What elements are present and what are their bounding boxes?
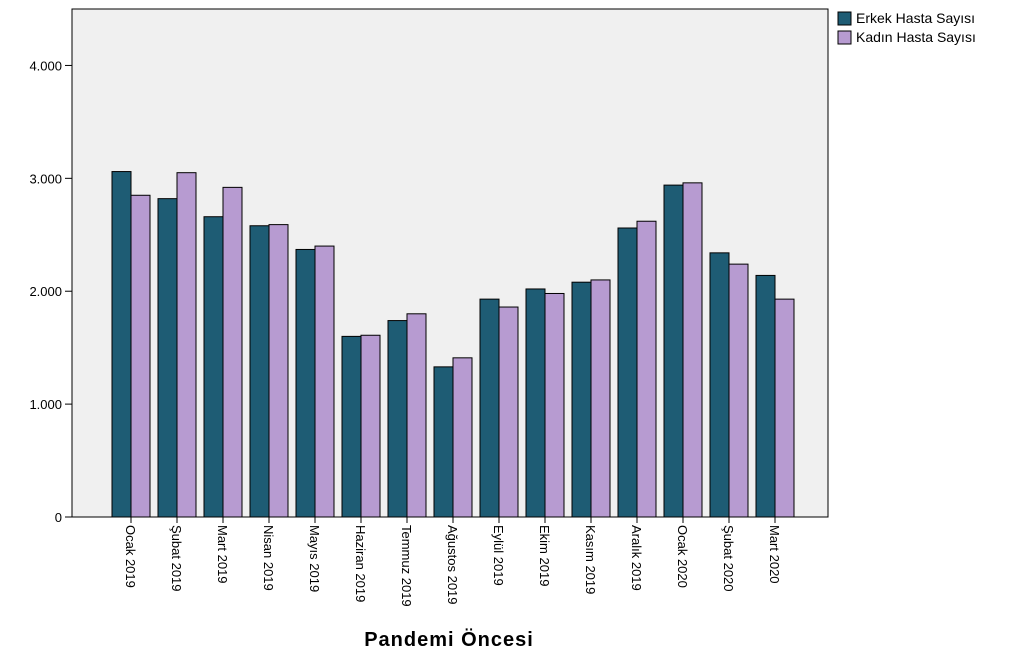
bar-kadin (176, 172, 197, 518)
legend-swatch (837, 30, 852, 45)
bar-kadin (774, 298, 795, 518)
bar-erkek (203, 216, 224, 518)
bar-kadin (360, 334, 381, 518)
bar-erkek (663, 184, 684, 518)
bar-kadin (728, 263, 749, 518)
x-tick-label: Mart 2020 (767, 525, 782, 584)
x-tick-label: Şubat 2020 (721, 525, 736, 592)
x-tick-label: Ocak 2020 (675, 525, 690, 588)
bar-erkek (387, 320, 408, 518)
bar-erkek (341, 335, 362, 518)
bar-kadin (682, 182, 703, 518)
x-tick-label: Mart 2019 (215, 525, 230, 584)
x-tick-label: Aralık 2019 (629, 525, 644, 591)
bar-kadin (636, 220, 657, 518)
bar-kadin (268, 224, 289, 518)
bar-erkek (571, 281, 592, 518)
bars (111, 171, 795, 518)
x-tick-label: Eylül 2019 (491, 525, 506, 586)
y-axis: 0 1.000 2.000 3.000 4.000 (29, 58, 72, 525)
x-tick-label: Ocak 2019 (123, 525, 138, 588)
y-tick-label: 1.000 (29, 397, 62, 412)
y-tick-label: 3.000 (29, 171, 62, 186)
bar-erkek (295, 248, 316, 518)
x-tick-label: Ekim 2019 (537, 525, 552, 586)
bar-kadin (314, 245, 335, 518)
x-axis: Ocak 2019 Şubat 2019 Mart 2019 Nisan 2019 Ma… (123, 517, 782, 607)
bar-kadin (590, 279, 611, 518)
bar-kadin (222, 186, 243, 518)
x-tick-label: Ağustos 2019 (445, 525, 460, 605)
x-tick-label: Mayıs 2019 (307, 525, 322, 592)
bar-erkek (525, 288, 546, 518)
y-tick-label: 2.000 (29, 284, 62, 299)
bar-erkek (617, 227, 638, 518)
bar-erkek (111, 171, 132, 518)
bar-kadin (544, 292, 565, 518)
x-tick-label: Kasım 2019 (583, 525, 598, 594)
x-tick-label: Şubat 2019 (169, 525, 184, 592)
bar-erkek (755, 274, 776, 518)
x-tick-label: Temmuz 2019 (399, 525, 414, 607)
bar-erkek (433, 366, 454, 518)
legend-label: Kadın Hasta Sayısı (856, 29, 976, 45)
bar-erkek (157, 198, 178, 518)
bar-erkek (479, 298, 500, 518)
bar-kadin (452, 357, 473, 518)
legend-label: Erkek Hasta Sayısı (856, 10, 975, 26)
bar-erkek (249, 225, 270, 518)
x-axis-title: Pandemi Öncesi (364, 628, 534, 651)
bar-kadin (498, 306, 519, 518)
legend-swatch (837, 11, 852, 26)
legend: Erkek Hasta Sayısı Kadın Hasta Sayısı (837, 10, 976, 45)
y-tick-label: 0 (55, 510, 62, 525)
bar-kadin (406, 313, 427, 518)
bar-kadin (130, 194, 151, 518)
x-tick-label: Haziran 2019 (353, 525, 368, 602)
y-tick-label: 4.000 (29, 58, 62, 73)
x-tick-label: Nisan 2019 (261, 525, 276, 591)
bar-erkek (709, 252, 730, 518)
